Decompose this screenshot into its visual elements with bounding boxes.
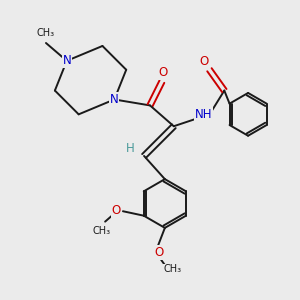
Text: H: H <box>126 142 135 155</box>
Text: CH₃: CH₃ <box>92 226 111 236</box>
Text: NH: NH <box>195 108 212 121</box>
Text: N: N <box>62 54 71 67</box>
Text: O: O <box>112 204 121 217</box>
Text: O: O <box>159 66 168 79</box>
Text: CH₃: CH₃ <box>163 265 182 275</box>
Text: N: N <box>110 93 119 106</box>
Text: CH₃: CH₃ <box>36 28 54 38</box>
Text: O: O <box>154 246 164 259</box>
Text: O: O <box>200 55 209 68</box>
